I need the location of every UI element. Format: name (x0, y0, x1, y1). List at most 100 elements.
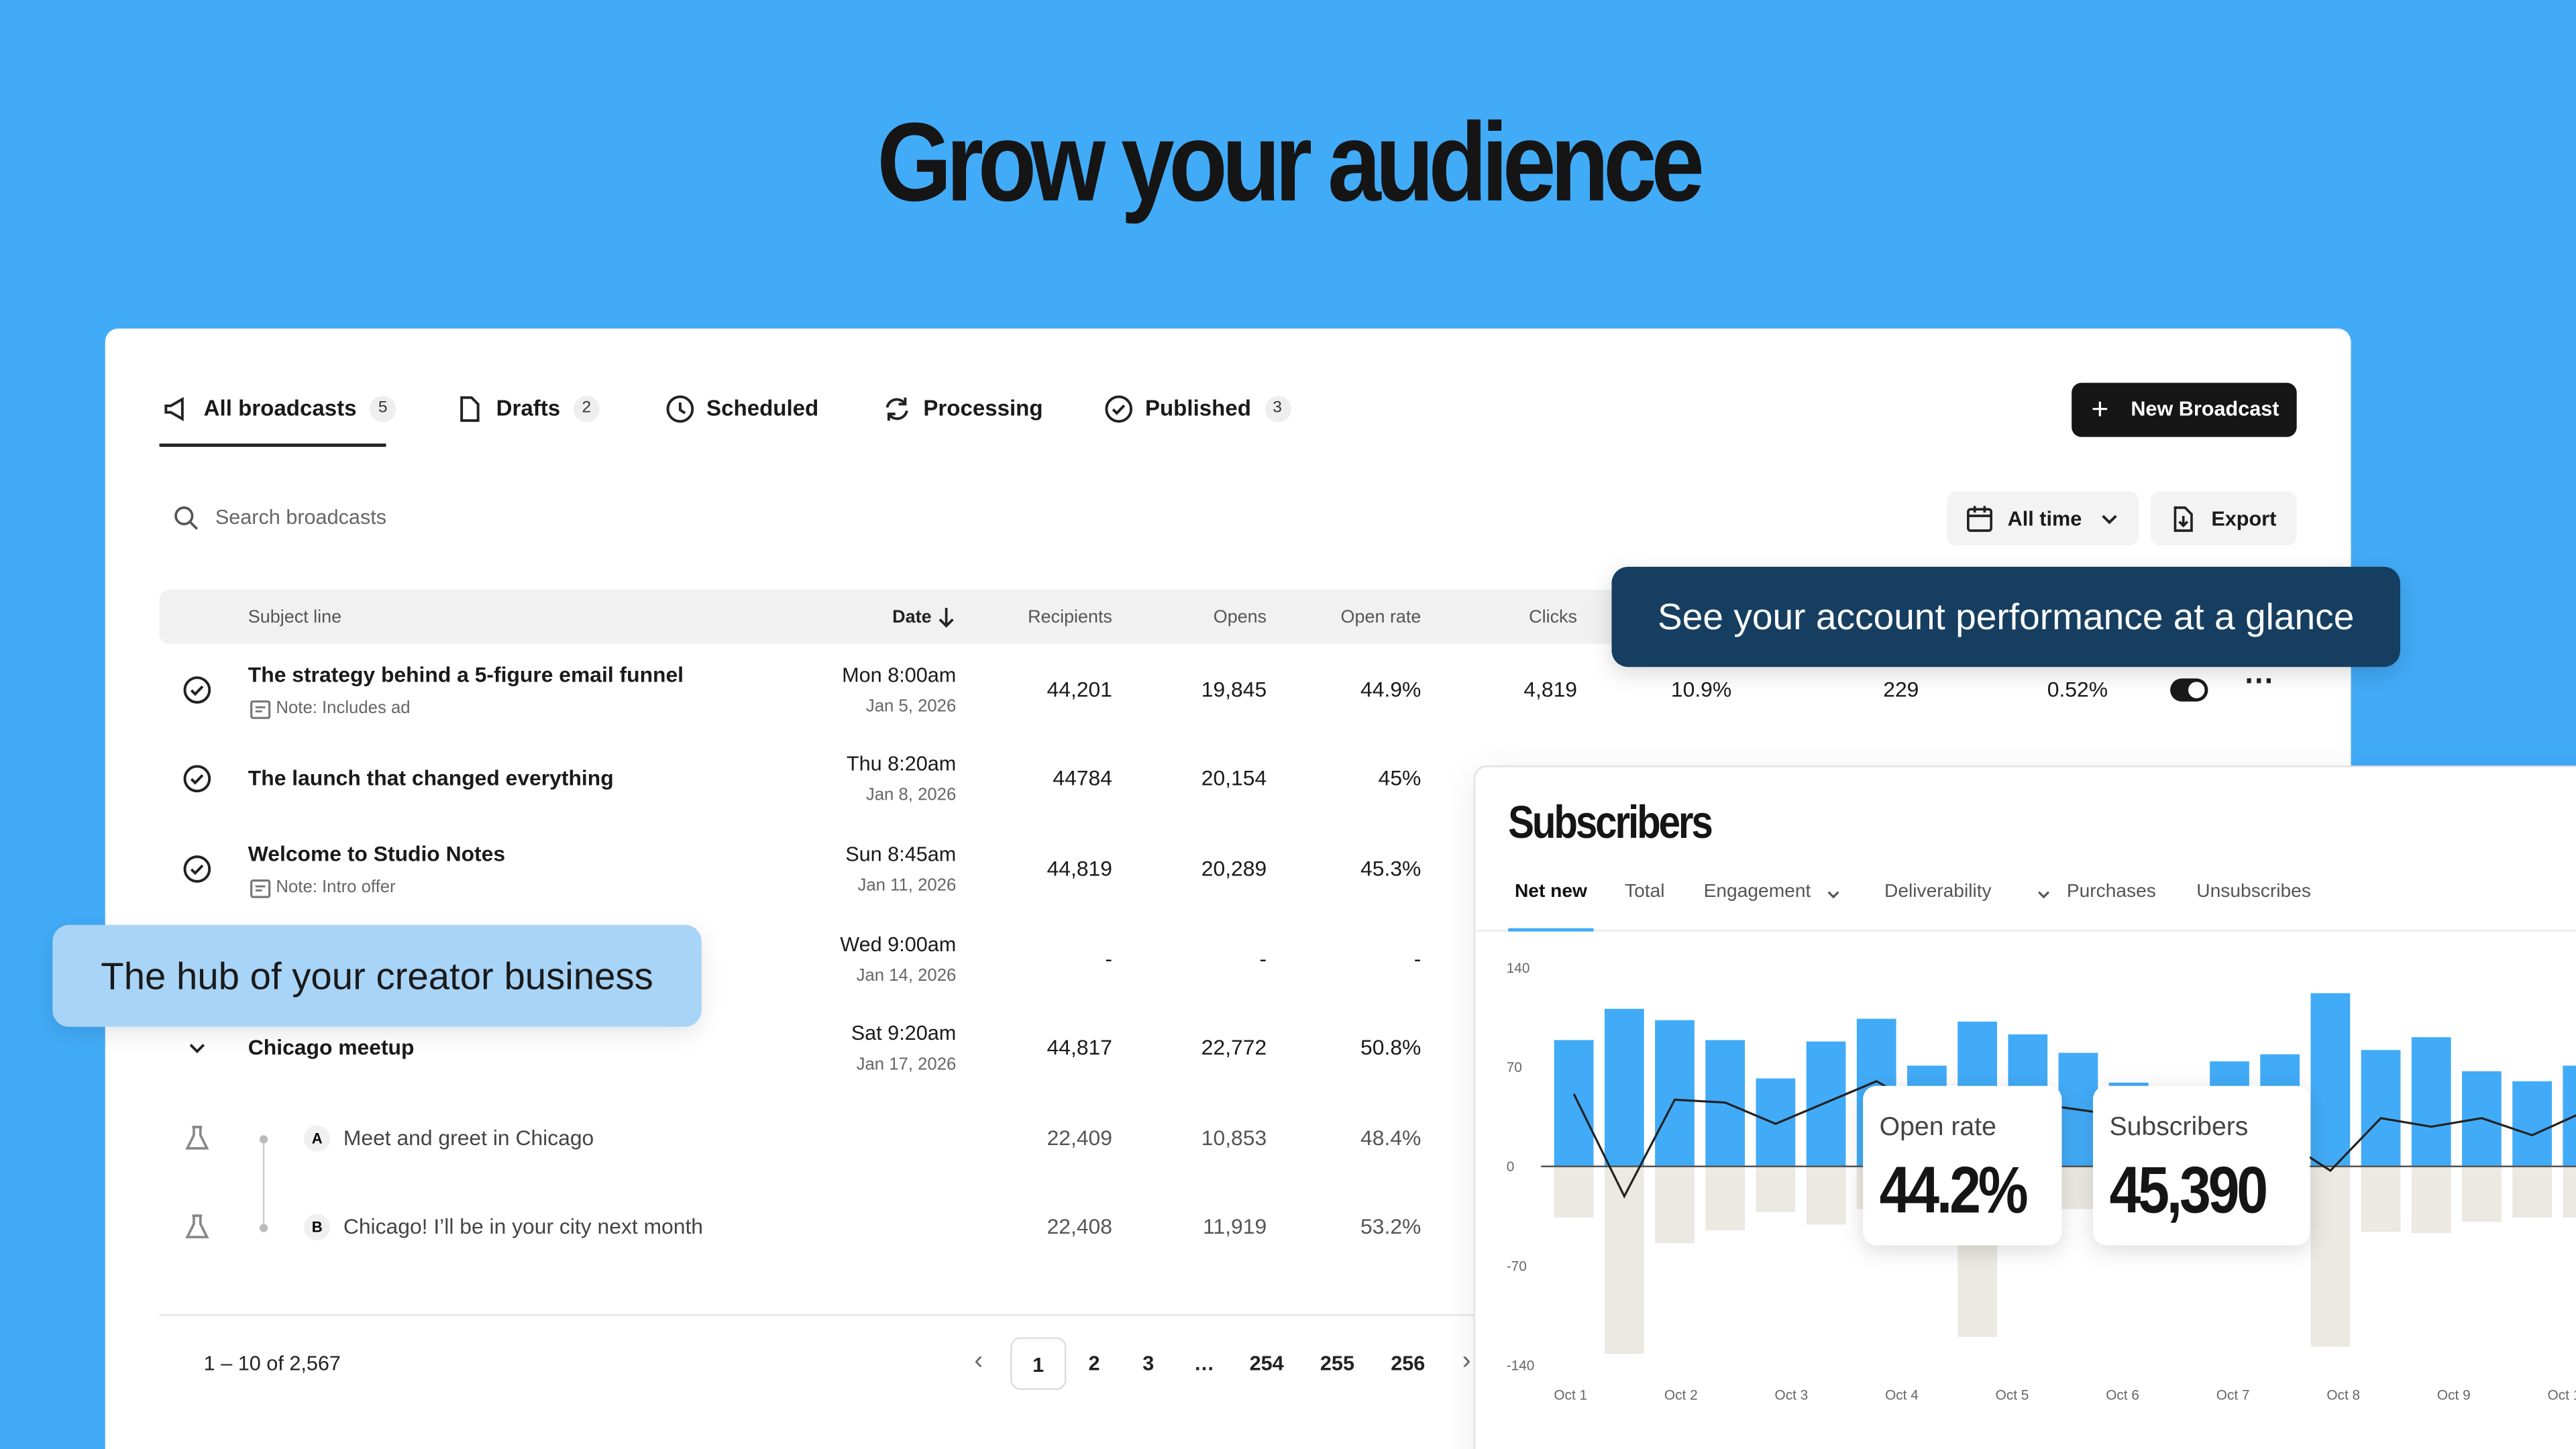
bar (1806, 1166, 1846, 1225)
export-icon (2174, 506, 2193, 532)
send-date: Jan 5, 2026 (865, 696, 957, 716)
panel-title: Subscribers (1508, 796, 1713, 848)
page-button[interactable]: 255 (1320, 1352, 1354, 1375)
test-icon (185, 1214, 209, 1238)
subject[interactable]: Welcome to Studio Notes (248, 841, 506, 866)
new-broadcast-label: New Broadcast (2131, 397, 2279, 421)
column-header: Recipients (1028, 608, 1112, 628)
panel-tab-underline (1508, 928, 1594, 932)
cell: 20,289 (1201, 855, 1267, 881)
cell: 11,919 (1203, 1214, 1267, 1239)
column-header: Opens (1213, 608, 1267, 628)
cell: 22,408 (1046, 1214, 1112, 1239)
subject[interactable]: Chicago meetup (248, 1034, 415, 1060)
variant-subject[interactable]: Chicago! I’ll be in your city next month (343, 1214, 704, 1239)
cell: - (1413, 946, 1421, 971)
status-icon (183, 765, 211, 793)
y-tick-label: 140 (1507, 961, 1530, 976)
cell: 22,772 (1201, 1034, 1267, 1060)
column-header: Subject line (248, 608, 342, 628)
cell: - (1259, 946, 1267, 971)
panel-tab[interactable]: Unsubscribes (2196, 882, 2311, 902)
cell: 44,817 (1046, 1034, 1112, 1060)
bar (2563, 1065, 2576, 1167)
tab-count: 3 (1264, 396, 1291, 423)
next-page[interactable]: › (1462, 1347, 1471, 1375)
y-tick-label: -70 (1507, 1258, 1527, 1274)
subscribers-panel: Subscribers Net new Total Engagement Deliver… (1473, 765, 2576, 1449)
prev-page[interactable]: ‹ (974, 1347, 983, 1375)
calendar-icon (1967, 506, 1993, 532)
send-time: Mon 8:00am (842, 663, 957, 687)
bar (2411, 1037, 2451, 1167)
search-input[interactable]: Search broadcasts (215, 506, 387, 529)
callout: The hub of your creator business (52, 924, 702, 1027)
y-tick-label: 0 (1507, 1159, 1515, 1175)
stat-card: Subscribers 45,390 (2093, 1085, 2310, 1246)
stat-card: Open rate 44.2% (1863, 1085, 2062, 1246)
page-button[interactable]: 3 (1142, 1352, 1155, 1375)
column-header: Clicks (1529, 608, 1578, 628)
bar (1554, 1166, 1594, 1218)
cell: 229 (1883, 676, 1919, 702)
bar (2411, 1166, 2451, 1234)
stat-label: Subscribers (2109, 1114, 2249, 1142)
variant-dot (259, 1224, 268, 1232)
page-button[interactable]: 2 (1088, 1352, 1100, 1375)
note: Note: Includes ad (276, 698, 411, 718)
date-filter-label: All time (2007, 507, 2082, 531)
x-tick-label: Oct 3 (1775, 1388, 1809, 1403)
column-header: Date (892, 608, 932, 628)
variant-subject[interactable]: Meet and greet in Chicago (343, 1125, 594, 1150)
cell: 50.8% (1360, 1034, 1421, 1060)
cell: 44784 (1053, 765, 1112, 790)
export-label: Export (2211, 507, 2277, 531)
callout: See your account performance at a glance (1611, 566, 2400, 667)
panel-tab[interactable]: Deliverability (1884, 882, 1992, 902)
tab-underline (159, 443, 386, 447)
stat-value: 44.2% (1879, 1155, 2029, 1228)
tab-label[interactable]: All broadcasts (203, 396, 357, 421)
date-filter[interactable]: All time (1947, 491, 2139, 546)
tab-label[interactable]: Scheduled (706, 396, 819, 421)
bar (2310, 1166, 2351, 1347)
page-button[interactable]: 256 (1391, 1352, 1426, 1375)
more-button[interactable]: ⋯ (2244, 663, 2274, 697)
tab-label[interactable]: Drafts (496, 396, 561, 421)
new-broadcast-button[interactable]: + New Broadcast (2072, 382, 2297, 437)
bar (2512, 1166, 2553, 1218)
panel-tab[interactable]: Engagement (1703, 882, 1811, 902)
subject[interactable]: The launch that changed everything (248, 765, 614, 790)
note-icon (250, 700, 271, 719)
panel-tab[interactable]: Purchases (2066, 882, 2156, 902)
page-button[interactable]: … (1193, 1352, 1215, 1375)
page-button[interactable]: 1 (1010, 1337, 1067, 1390)
tab-label[interactable]: Processing (923, 396, 1043, 421)
cell: 22,409 (1046, 1125, 1112, 1150)
cell: 44,201 (1046, 676, 1112, 702)
x-tick-label: Oct 1 (2548, 1388, 2576, 1403)
bar (2462, 1166, 2502, 1222)
tab-icon (666, 395, 694, 423)
cell: 19,845 (1201, 676, 1267, 702)
toggle[interactable] (2170, 678, 2208, 702)
panel-tab[interactable]: Total (1625, 882, 1665, 902)
subject[interactable]: The strategy behind a 5-figure email fun… (248, 661, 684, 687)
cell: - (1105, 946, 1112, 971)
send-time: Thu 8:20am (846, 752, 957, 775)
tab-label[interactable]: Published (1144, 396, 1251, 421)
variant-connector (262, 1140, 265, 1229)
stat-value: 45,390 (2109, 1155, 2268, 1228)
x-tick-label: Oct 4 (1885, 1388, 1919, 1403)
stat-label: Open rate (1879, 1114, 1996, 1142)
panel-tab[interactable]: Net new (1514, 882, 1587, 902)
page-button[interactable]: 254 (1249, 1352, 1284, 1375)
search-icon (174, 506, 199, 530)
status-icon (183, 676, 211, 704)
export-button[interactable]: Export (2150, 491, 2297, 546)
bar (1806, 1041, 1846, 1167)
chevron-icon (2102, 515, 2117, 525)
cell: 10.9% (1670, 676, 1732, 702)
